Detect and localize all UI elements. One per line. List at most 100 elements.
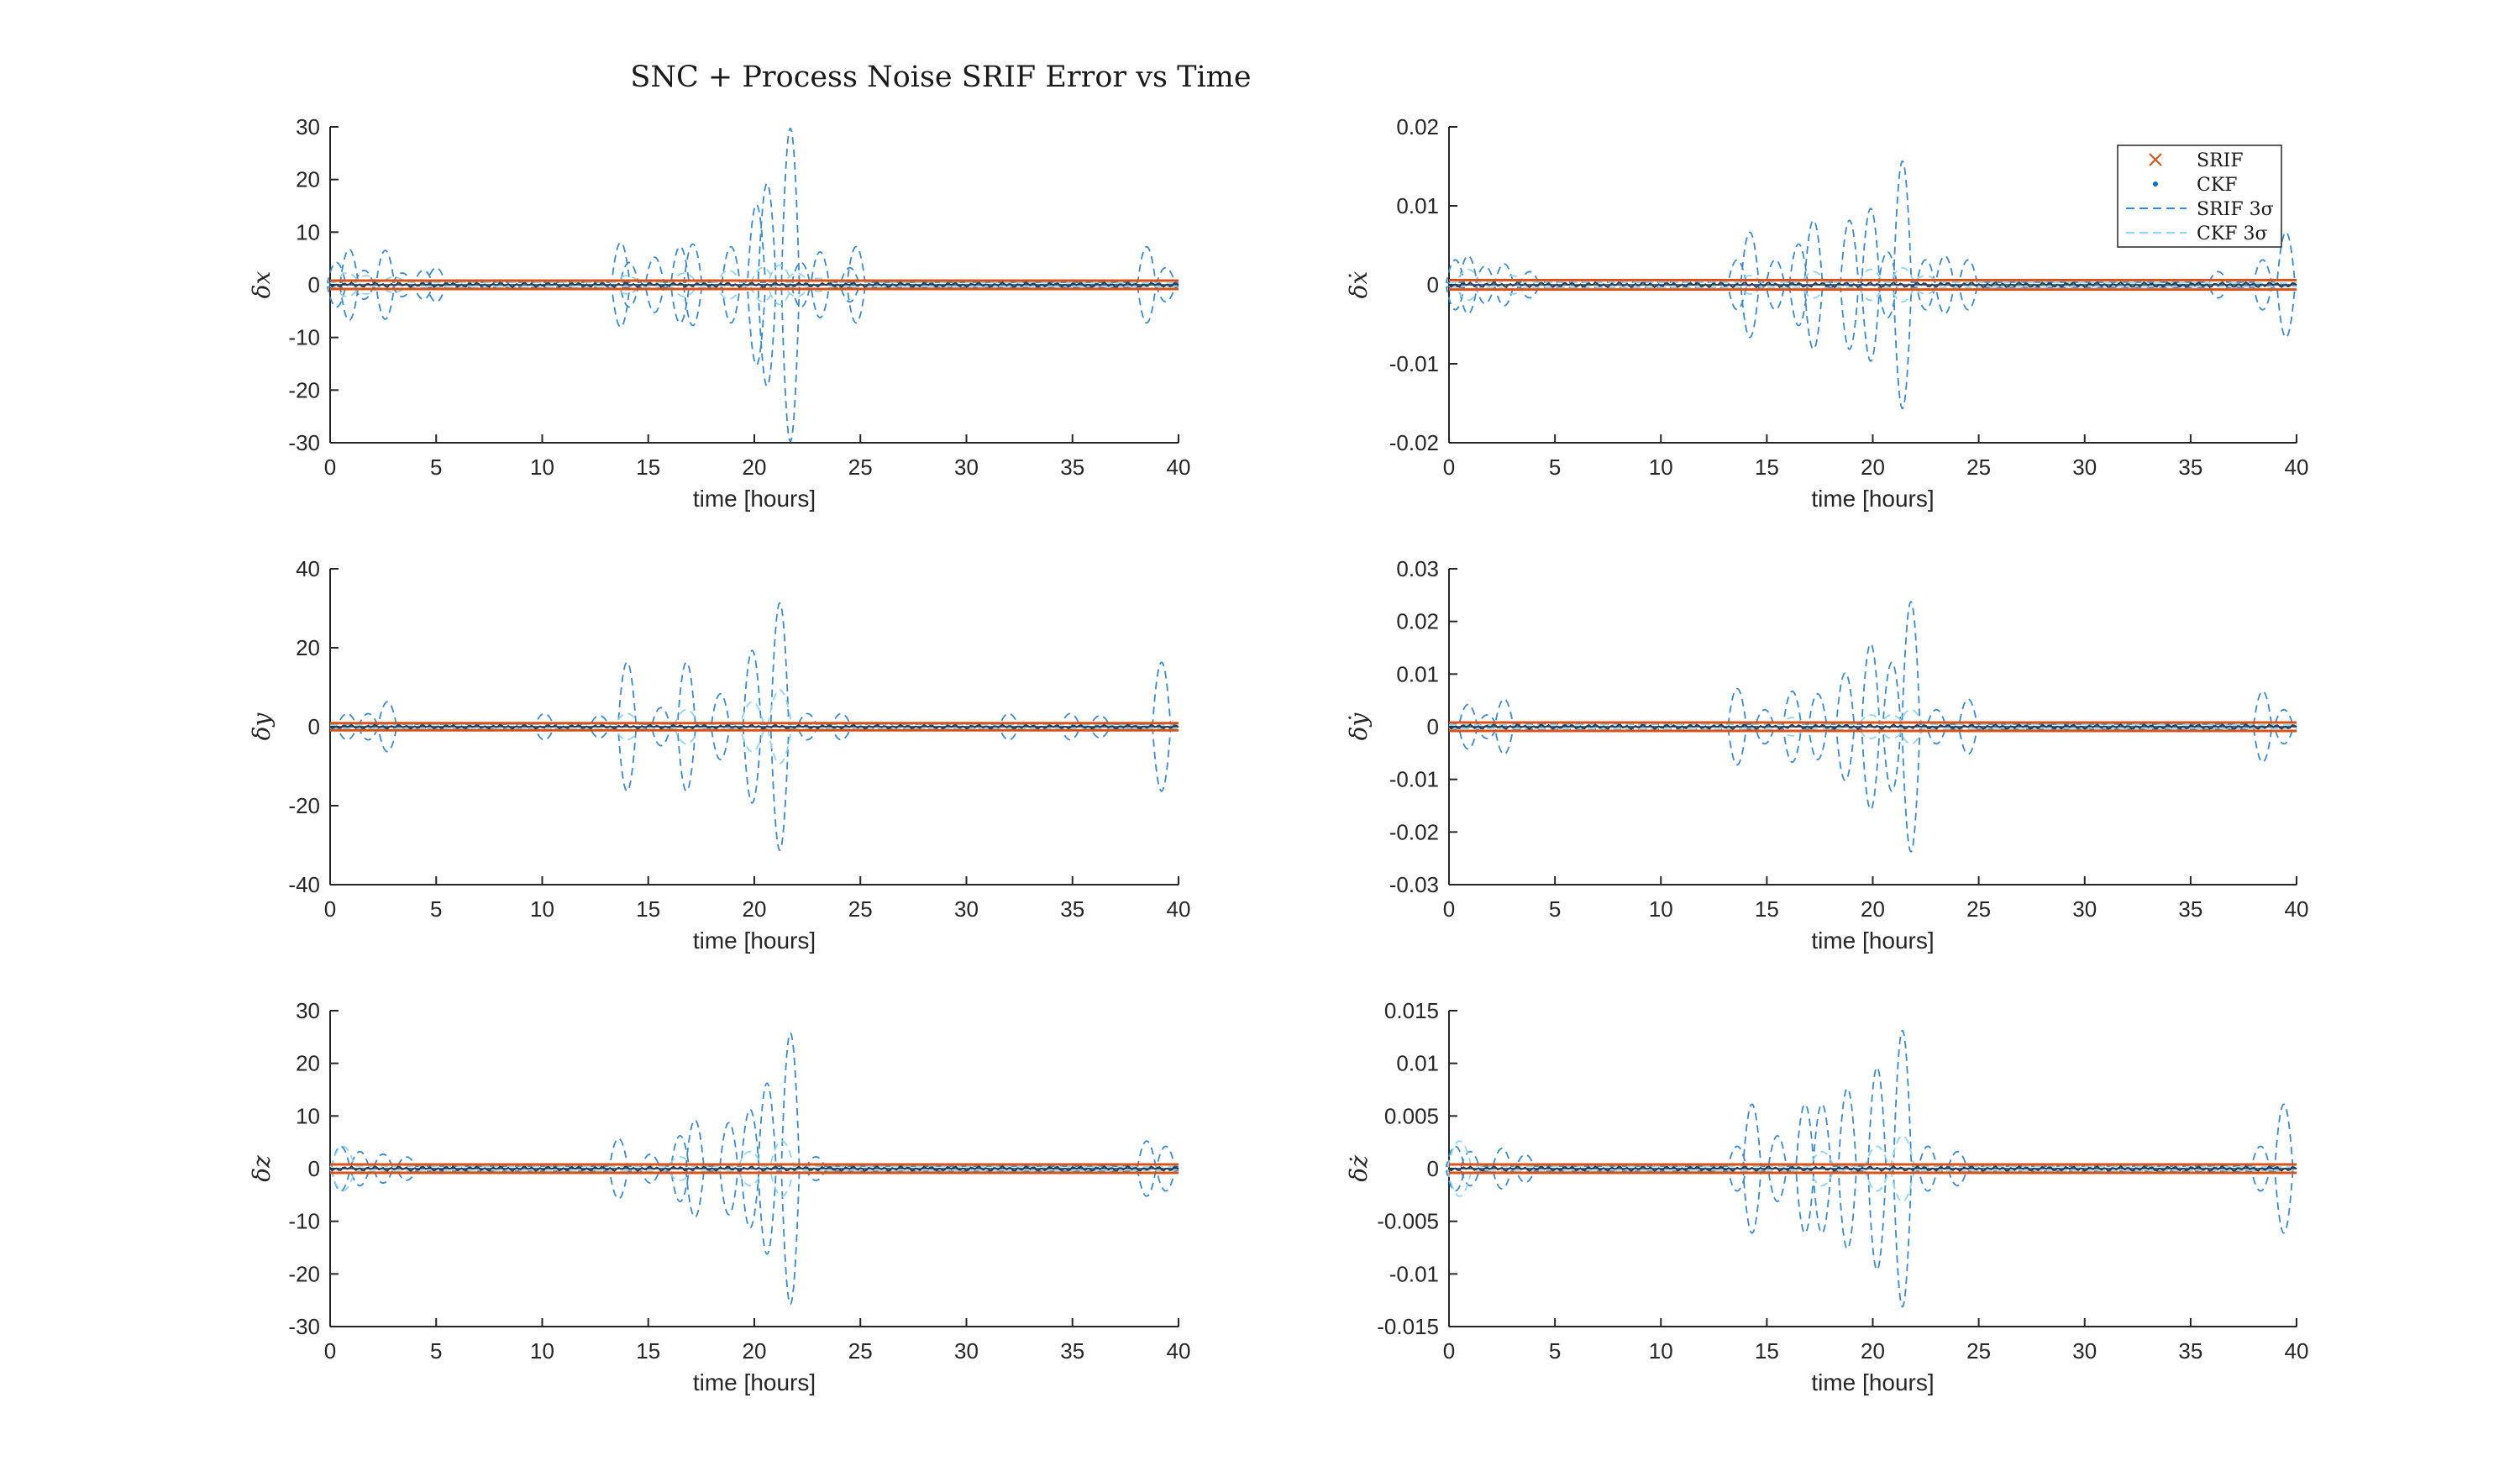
y-tick-label: -40 [288, 872, 320, 897]
srif-3sigma-upper [329, 1033, 1179, 1168]
figure-title: SNC + Process Noise SRIF Error vs Time [630, 60, 1251, 94]
srif-3sigma-lower [1448, 728, 2297, 853]
srif-3sigma-upper [326, 128, 1179, 284]
legend-ckf-marker [2153, 181, 2158, 187]
srif-3sigma-lower [329, 1169, 1179, 1305]
x-tick-label: 15 [636, 455, 660, 480]
y-tick-label: 0.03 [1396, 556, 1439, 581]
x-tick-label: 10 [530, 1338, 554, 1364]
ckf-3sigma-lower [329, 1169, 1179, 1197]
srif-3sigma-upper [1445, 1030, 2297, 1168]
x-tick-label: 25 [1966, 896, 1991, 922]
x-tick-label: 20 [743, 896, 767, 922]
y-tick-label: 0.02 [1396, 609, 1439, 634]
x-tick-label: 5 [430, 1338, 442, 1364]
srif-3sigma-upper [1448, 601, 2297, 726]
x-tick-label: 0 [324, 455, 336, 480]
y-tick-label: 0 [308, 714, 320, 739]
ckf-3sigma-upper [329, 689, 1179, 726]
x-axis-label: time [hours] [693, 1369, 816, 1395]
x-tick-label: 10 [1649, 896, 1673, 922]
x-tick-label: 0 [324, 896, 336, 922]
y-tick-label: -10 [288, 325, 320, 350]
x-tick-label: 30 [2072, 455, 2097, 480]
y-tick-label: 40 [296, 556, 320, 581]
srif-3sigma-lower [1445, 286, 2297, 410]
srif-3sigma-upper [329, 602, 1179, 726]
y-axis-label: δż [1345, 1155, 1373, 1182]
x-tick-label: 35 [2178, 455, 2202, 480]
y-tick-label: -0.015 [1377, 1314, 1439, 1339]
y-axis-label: δz [248, 1155, 276, 1182]
x-tick-label: 40 [1167, 896, 1191, 922]
y-tick-label: -0.01 [1389, 767, 1439, 792]
y-tick-label: 20 [296, 1051, 320, 1076]
legend-entry-label: SRIF [2197, 150, 2244, 171]
x-tick-label: 25 [848, 1338, 873, 1364]
subplot-4: 0 5 10 15 20 25 30 35 40 -0.03 -0.02 -0.01 0 0.01 0.02… [1345, 556, 2308, 954]
srif-3sigma-lower [1445, 1169, 2297, 1307]
y-tick-label: 0 [1427, 272, 1439, 297]
x-tick-label: 30 [2072, 1338, 2097, 1364]
srif-3sigma-upper [1445, 160, 2297, 284]
x-axis-label: time [hours] [693, 928, 816, 954]
x-tick-label: 10 [1649, 1338, 1673, 1364]
y-tick-label: -10 [288, 1209, 320, 1234]
subplot-2: 0 5 10 15 20 25 30 35 40 -0.02 -0.01 0 0.01 0.02 time … [1345, 114, 2308, 512]
y-tick-label: 0 [308, 1156, 320, 1181]
y-tick-label: 0 [1427, 1156, 1439, 1181]
subplot-1: 0 5 10 15 20 25 30 35 40 -30 -20 -10 0 10 20 30 time [ho… [248, 114, 1190, 512]
y-tick-label: 0.005 [1384, 1103, 1439, 1128]
y-tick-label: 0 [1427, 714, 1439, 739]
y-tick-label: 0 [308, 272, 320, 297]
x-tick-label: 5 [430, 896, 442, 922]
x-tick-label: 40 [1167, 1338, 1191, 1364]
x-axis-label: time [hours] [1811, 1369, 1934, 1395]
y-tick-label: 20 [296, 167, 320, 192]
x-tick-label: 40 [1167, 455, 1191, 480]
x-axis-label: time [hours] [1811, 928, 1934, 954]
legend-entry-label: CKF 3σ [2197, 223, 2268, 244]
x-tick-label: 15 [1755, 455, 1779, 480]
x-tick-label: 15 [1755, 1338, 1779, 1364]
x-tick-label: 5 [1549, 896, 1561, 922]
x-tick-label: 20 [743, 1338, 767, 1364]
x-tick-label: 40 [2285, 1338, 2309, 1364]
y-tick-label: -0.02 [1389, 430, 1439, 455]
y-axis-label: δx [248, 271, 276, 298]
ckf-3sigma-upper [1446, 1135, 2297, 1168]
x-tick-label: 30 [2072, 896, 2097, 922]
y-tick-label: 0.01 [1396, 1051, 1439, 1076]
x-tick-label: 20 [1861, 455, 1885, 480]
y-tick-label: 10 [296, 219, 320, 244]
x-tick-label: 20 [1861, 1338, 1885, 1364]
y-tick-label: -0.02 [1389, 819, 1439, 844]
x-tick-label: 40 [2285, 896, 2309, 922]
y-tick-label: 0.01 [1396, 193, 1439, 218]
y-tick-label: -0.01 [1389, 1261, 1439, 1286]
x-tick-label: 10 [530, 896, 554, 922]
ckf-3sigma-upper [1448, 266, 2297, 284]
y-tick-label: 10 [296, 1103, 320, 1128]
x-tick-label: 30 [954, 455, 979, 480]
x-tick-label: 0 [1443, 455, 1455, 480]
x-tick-label: 20 [1861, 896, 1885, 922]
x-tick-label: 25 [1966, 1338, 1991, 1364]
x-tick-label: 0 [1443, 1338, 1455, 1364]
x-tick-label: 25 [1966, 455, 1991, 480]
legend-entry-label: CKF [2197, 175, 2238, 196]
y-tick-label: -0.03 [1389, 872, 1439, 897]
x-tick-label: 25 [848, 455, 873, 480]
ckf-3sigma-upper [1448, 708, 2297, 726]
legend: SRIF CKF SRIF 3σ CKF 3σ [2117, 145, 2282, 248]
x-tick-label: 20 [743, 455, 767, 480]
x-tick-label: 35 [2178, 896, 2202, 922]
ckf-3sigma-lower [329, 728, 1179, 765]
legend-entry-label: SRIF 3σ [2197, 199, 2274, 220]
y-tick-label: 30 [296, 114, 320, 139]
x-tick-label: 5 [1549, 1338, 1561, 1364]
srif-3sigma-lower [329, 728, 1179, 852]
x-tick-label: 35 [1060, 455, 1084, 480]
x-tick-label: 10 [530, 455, 554, 480]
